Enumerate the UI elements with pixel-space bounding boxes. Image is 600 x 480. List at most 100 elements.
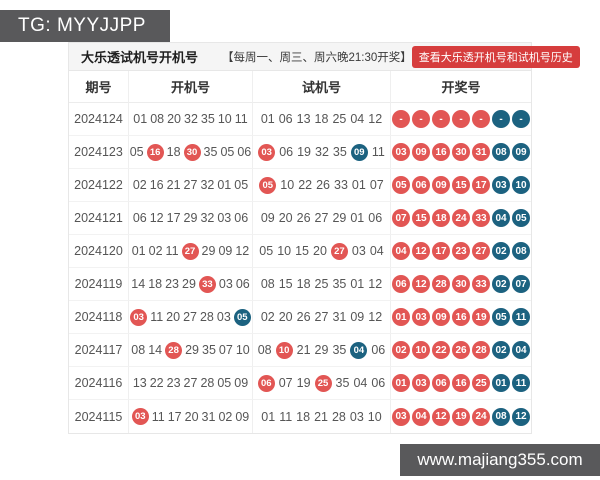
winning-ball: 11 <box>512 308 530 326</box>
number: 11 <box>151 409 165 424</box>
number: 27 <box>314 211 329 225</box>
winning-numbers-cell: 01 03 09 16 19 05 11 <box>391 301 531 334</box>
number: 29 <box>201 244 216 258</box>
number: 06 <box>234 211 249 225</box>
number: 09 <box>260 211 275 225</box>
winning-ball: 15 <box>452 176 470 194</box>
winning-ball: 18 <box>432 209 450 227</box>
number: 28 <box>199 310 214 324</box>
number: 12 <box>149 211 164 225</box>
table-header-row: 期号 开机号 试机号 开奖号 <box>69 71 531 103</box>
test-numbers-cell: 03 06 19 32 35 09 11 <box>253 136 391 169</box>
number: 35 <box>332 343 347 357</box>
table-row: 2024122 02 16 21 27 32 01 05 05 10 22 26 33 01 07 05 06 0… <box>69 169 531 202</box>
open-numbers-cell: 13 22 23 27 28 05 09 <box>129 367 253 400</box>
matched-ball: 05 <box>259 176 277 194</box>
watermark: www.majiang355.com <box>400 444 600 476</box>
winning-ball: 33 <box>472 275 490 293</box>
number: 07 <box>278 376 293 390</box>
number: 08 <box>260 277 275 291</box>
number: 18 <box>296 409 311 424</box>
winning-ball: 06 <box>412 176 430 194</box>
test-numbers-cell: 09 20 26 27 29 01 06 <box>253 202 391 235</box>
number: 20 <box>184 409 199 424</box>
matched-ball: 05 <box>233 308 251 326</box>
test-numbers-cell: 01 06 13 18 25 04 12 <box>253 103 391 136</box>
winning-ball: 01 <box>392 374 410 392</box>
matched-ball: 27 <box>330 242 348 260</box>
matched-ball: 03 <box>131 408 149 425</box>
winning-ball: - <box>412 110 430 128</box>
matched-ball: 09 <box>350 143 368 161</box>
winning-ball: 03 <box>392 407 410 426</box>
number: 27 <box>183 376 198 390</box>
open-numbers-cell: 06 12 17 29 32 03 06 <box>129 202 253 235</box>
number: 06 <box>132 211 147 225</box>
number: 06 <box>371 343 386 357</box>
winning-ball: 28 <box>432 275 450 293</box>
period-cell: 2024119 <box>69 268 129 301</box>
number: 35 <box>203 145 218 159</box>
number: 22 <box>149 376 164 390</box>
test-numbers-cell: 05 10 22 26 33 01 07 <box>253 169 391 202</box>
number: 12 <box>368 310 383 324</box>
winning-ball: 04 <box>512 341 530 359</box>
header-period: 期号 <box>69 71 129 103</box>
winning-ball: 03 <box>392 143 410 161</box>
winning-ball: 28 <box>472 341 490 359</box>
period-cell: 2024115 <box>69 400 129 433</box>
winning-numbers-cell: 05 06 09 15 17 03 10 <box>391 169 531 202</box>
number: 32 <box>315 145 329 159</box>
test-numbers-cell: 05 10 15 20 27 03 04 <box>253 235 391 268</box>
period-cell: 2024121 <box>69 202 129 235</box>
number: 09 <box>218 244 233 258</box>
number: 12 <box>235 244 250 258</box>
number: 12 <box>368 277 383 291</box>
number: 07 <box>369 178 384 192</box>
winning-ball: 05 <box>492 308 510 326</box>
test-numbers-cell: 08 15 18 25 35 01 12 <box>253 268 391 301</box>
winning-ball: 16 <box>432 143 450 161</box>
number: 18 <box>296 277 311 291</box>
number: 26 <box>296 310 311 324</box>
header-test-numbers: 试机号 <box>253 71 391 103</box>
winning-numbers-cell: 04 12 17 23 27 02 08 <box>391 235 531 268</box>
number: 11 <box>279 409 293 424</box>
period-cell: 2024122 <box>69 169 129 202</box>
winning-ball: 15 <box>412 209 430 227</box>
number: 15 <box>295 244 309 258</box>
number: 35 <box>200 112 215 126</box>
header-open-numbers: 开机号 <box>129 71 253 103</box>
number: 15 <box>278 277 293 291</box>
number: 09 <box>234 376 249 390</box>
winning-ball: 30 <box>452 275 470 293</box>
panel-title: 大乐透试机号开机号 <box>81 50 199 65</box>
number: 21 <box>296 343 311 357</box>
number: 04 <box>350 112 365 126</box>
number: 13 <box>296 112 311 126</box>
winning-ball: 33 <box>472 209 490 227</box>
matched-ball: 04 <box>350 341 368 359</box>
table-row: 2024121 06 12 17 29 32 03 06 09 20 26 27 29 01 06 07 15 1… <box>69 202 531 235</box>
winning-numbers-cell: 02 10 22 26 28 02 04 <box>391 334 531 367</box>
winning-numbers-cell: 03 04 12 19 24 08 12 <box>391 400 531 433</box>
number: 08 <box>131 343 146 357</box>
number: 29 <box>332 211 347 225</box>
winning-ball: 05 <box>392 176 410 194</box>
winning-ball: 03 <box>492 176 510 194</box>
number: 01 <box>261 409 276 424</box>
table-row: 2024116 13 22 23 27 28 05 09 06 07 19 25 35 04 06 01 03 0… <box>69 367 531 400</box>
number: 01 <box>217 178 232 192</box>
number: 23 <box>165 277 179 291</box>
open-numbers-cell: 01 08 20 32 35 10 11 <box>129 103 253 136</box>
winning-ball: 25 <box>472 374 490 392</box>
test-numbers-cell: 02 20 26 27 31 09 12 <box>253 301 391 334</box>
winning-ball: 07 <box>512 275 530 293</box>
winning-ball: - <box>492 110 510 128</box>
number: 17 <box>167 409 182 424</box>
number: 05 <box>129 145 144 159</box>
number: 27 <box>314 310 329 324</box>
winning-ball: 11 <box>512 374 530 392</box>
number: 18 <box>314 112 329 126</box>
history-button[interactable]: 查看大乐透开机号和试机号历史 <box>411 45 580 68</box>
